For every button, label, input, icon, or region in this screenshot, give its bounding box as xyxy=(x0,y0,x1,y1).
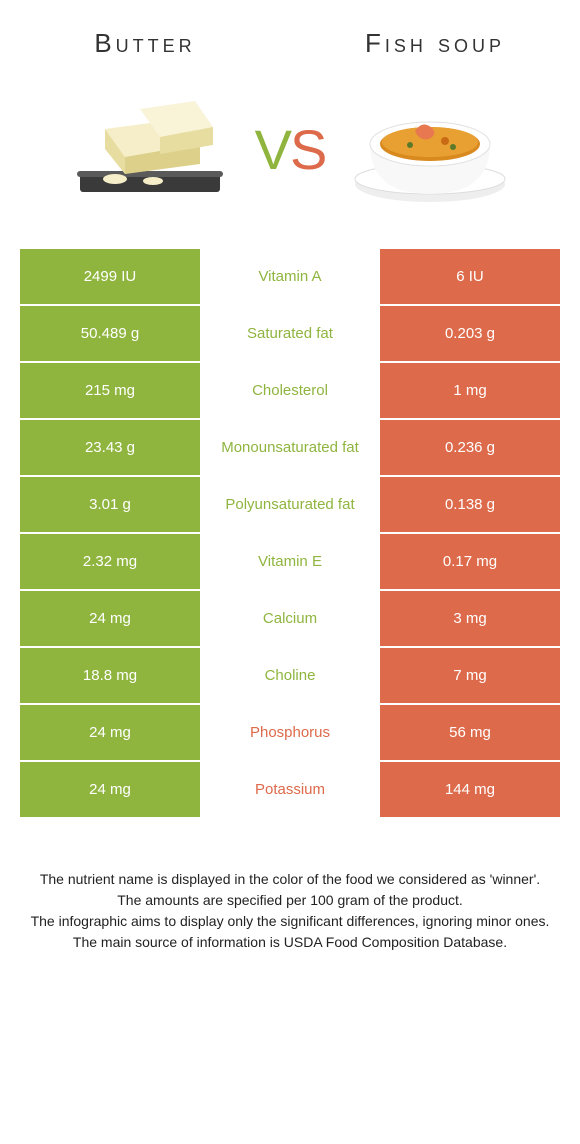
left-food-title: Butter xyxy=(0,28,290,59)
right-value: 3 mg xyxy=(380,591,560,646)
left-value: 3.01 g xyxy=(20,477,200,532)
vs-label: VS xyxy=(245,117,336,182)
left-value: 2.32 mg xyxy=(20,534,200,589)
nutrient-label: Potassium xyxy=(200,762,380,817)
right-value: 0.236 g xyxy=(380,420,560,475)
nutrient-label: Choline xyxy=(200,648,380,703)
left-value: 2499 IU xyxy=(20,249,200,304)
right-food-title: Fish soup xyxy=(290,28,580,59)
nutrient-row: 2.32 mgVitamin E0.17 mg xyxy=(20,534,560,589)
soup-image xyxy=(345,79,515,219)
vs-s-letter: S xyxy=(290,118,325,181)
footnote: The nutrient name is displayed in the co… xyxy=(0,819,580,973)
right-value: 6 IU xyxy=(380,249,560,304)
nutrient-row: 24 mgPhosphorus56 mg xyxy=(20,705,560,760)
butter-image xyxy=(65,79,235,219)
nutrient-row: 215 mgCholesterol1 mg xyxy=(20,363,560,418)
left-value: 24 mg xyxy=(20,705,200,760)
vs-v-letter: V xyxy=(255,118,290,181)
images-row: VS xyxy=(0,79,580,249)
nutrient-label: Cholesterol xyxy=(200,363,380,418)
nutrient-row: 24 mgPotassium144 mg xyxy=(20,762,560,817)
left-value: 18.8 mg xyxy=(20,648,200,703)
nutrient-label: Vitamin A xyxy=(200,249,380,304)
nutrient-row: 3.01 gPolyunsaturated fat0.138 g xyxy=(20,477,560,532)
footnote-line: The main source of information is USDA F… xyxy=(30,932,550,953)
nutrient-row: 18.8 mgCholine7 mg xyxy=(20,648,560,703)
left-value: 23.43 g xyxy=(20,420,200,475)
infographic-container: Butter Fish soup VS xyxy=(0,0,580,973)
header-titles: Butter Fish soup xyxy=(0,0,580,79)
right-value: 56 mg xyxy=(380,705,560,760)
nutrient-label: Saturated fat xyxy=(200,306,380,361)
nutrient-table: 2499 IUVitamin A6 IU50.489 gSaturated fa… xyxy=(0,249,580,817)
footnote-line: The amounts are specified per 100 gram o… xyxy=(30,890,550,911)
footnote-line: The nutrient name is displayed in the co… xyxy=(30,869,550,890)
left-value: 24 mg xyxy=(20,762,200,817)
nutrient-label: Monounsaturated fat xyxy=(200,420,380,475)
nutrient-row: 23.43 gMonounsaturated fat0.236 g xyxy=(20,420,560,475)
nutrient-row: 24 mgCalcium3 mg xyxy=(20,591,560,646)
nutrient-label: Polyunsaturated fat xyxy=(200,477,380,532)
nutrient-label: Calcium xyxy=(200,591,380,646)
left-value: 50.489 g xyxy=(20,306,200,361)
right-value: 0.138 g xyxy=(380,477,560,532)
nutrient-label: Phosphorus xyxy=(200,705,380,760)
right-value: 1 mg xyxy=(380,363,560,418)
nutrient-label: Vitamin E xyxy=(200,534,380,589)
footnote-line: The infographic aims to display only the… xyxy=(30,911,550,932)
nutrient-row: 2499 IUVitamin A6 IU xyxy=(20,249,560,304)
right-value: 0.17 mg xyxy=(380,534,560,589)
right-value: 144 mg xyxy=(380,762,560,817)
right-value: 7 mg xyxy=(380,648,560,703)
right-value: 0.203 g xyxy=(380,306,560,361)
left-value: 24 mg xyxy=(20,591,200,646)
nutrient-row: 50.489 gSaturated fat0.203 g xyxy=(20,306,560,361)
left-value: 215 mg xyxy=(20,363,200,418)
